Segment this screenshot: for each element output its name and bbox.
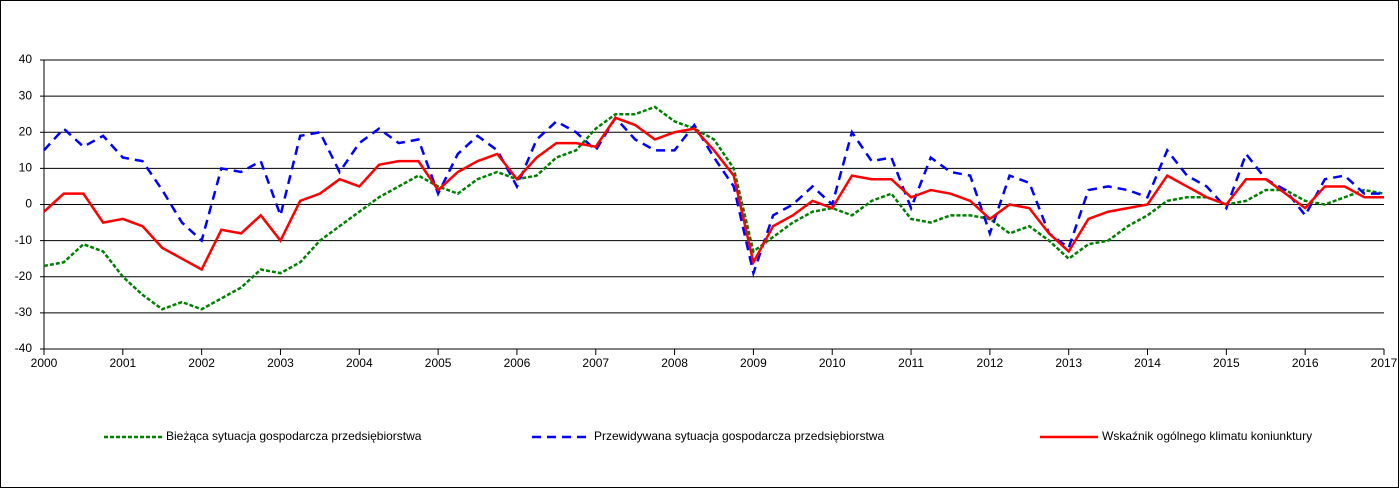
- x-tick-label: 2011: [898, 356, 924, 370]
- x-tick-label: 2008: [661, 356, 688, 370]
- x-tick-label: 2000: [31, 356, 58, 370]
- y-tick-label: -10: [15, 233, 33, 247]
- x-tick-label: 2017: [1371, 356, 1398, 370]
- x-tick-label: 2016: [1292, 356, 1319, 370]
- x-tick-label: 2002: [188, 356, 215, 370]
- x-tick-label: 2006: [504, 356, 531, 370]
- legend-label: Bieżąca sytuacja gospodarcza przedsiębio…: [166, 429, 422, 443]
- y-tick-label: 20: [19, 124, 33, 138]
- x-tick-label: 2012: [977, 356, 1004, 370]
- y-tick-label: 40: [19, 52, 33, 66]
- legend-label: Przewidywana sytuacja gospodarcza przeds…: [594, 429, 884, 443]
- x-tick-label: 2009: [740, 356, 767, 370]
- series-line: [43, 116, 1384, 272]
- x-tick-label: 2003: [267, 356, 294, 370]
- y-tick-label: 0: [25, 197, 32, 211]
- series-line: [43, 115, 1384, 278]
- x-tick-label: 2004: [346, 356, 373, 370]
- x-tick-label: 2001: [109, 356, 136, 370]
- x-tick-label: 2007: [582, 356, 609, 370]
- y-tick-label: 10: [19, 161, 33, 175]
- x-tick-label: 2014: [1134, 356, 1161, 370]
- y-tick-label: 30: [19, 88, 33, 102]
- x-tick-label: 2010: [819, 356, 846, 370]
- y-tick-label: -40: [15, 341, 33, 355]
- x-tick-label: 2015: [1213, 356, 1240, 370]
- y-tick-label: -30: [15, 305, 33, 319]
- y-tick-label: -20: [15, 269, 33, 283]
- x-tick-label: 2005: [425, 356, 452, 370]
- x-tick-label: 2013: [1055, 356, 1082, 370]
- legend-label: Wskaźnik ogólnego klimatu koniunktury: [1102, 429, 1312, 443]
- series-line: [43, 105, 1385, 311]
